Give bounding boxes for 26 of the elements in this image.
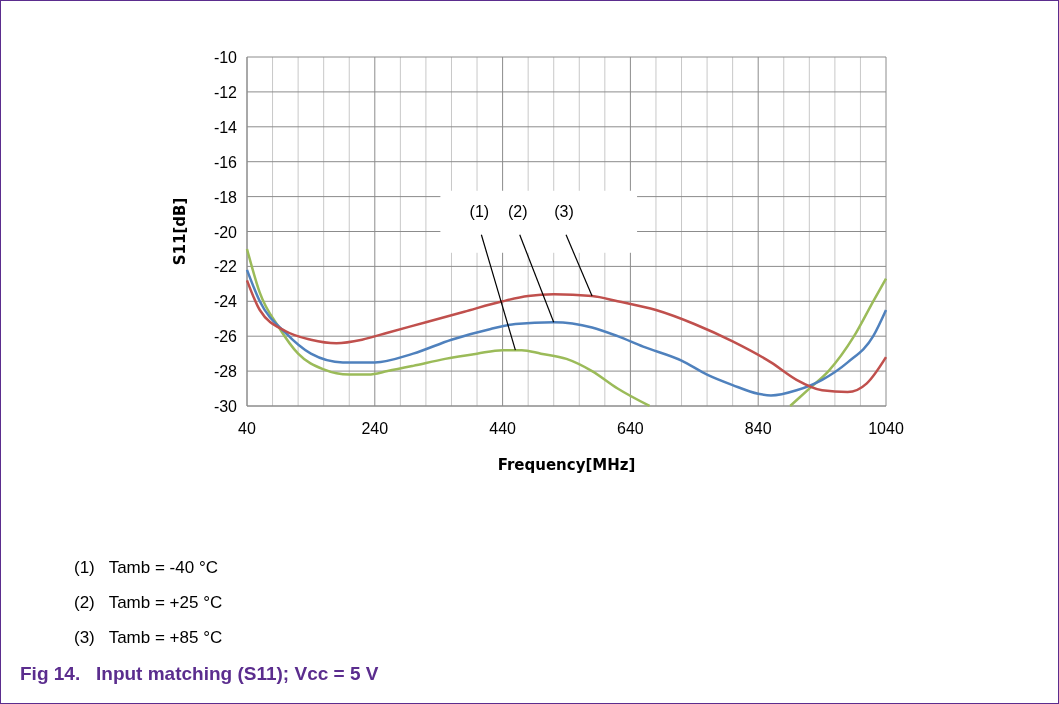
- y-tick-label: -12: [213, 83, 238, 101]
- y-tick-label: -16: [213, 153, 238, 171]
- y-tick-label: -28: [213, 363, 238, 381]
- x-axis-title: Frequency[MHz]: [497, 456, 636, 474]
- y-tick-label: -20: [213, 223, 238, 241]
- y-tick-label: -10: [213, 49, 238, 66]
- x-tick-label: 40: [238, 420, 256, 437]
- x-tick-label: 440: [489, 420, 517, 437]
- annotation: (3): [554, 202, 574, 220]
- text: (2) Tamb = +25 °C: [74, 593, 223, 612]
- y-tick-label: -22: [213, 258, 238, 276]
- text: Fig 14. Input matching (S11); Vcc = 5 V: [20, 663, 379, 684]
- y-tick-label: -30: [213, 398, 238, 415]
- y-tick-label: -18: [213, 188, 238, 206]
- x-tick-label: 640: [617, 420, 644, 437]
- text: (1) Tamb = -40 °C: [74, 558, 218, 577]
- y-axis-title: S11[dB]: [171, 197, 189, 266]
- annotation: (2): [507, 202, 528, 220]
- x-tick-label: 240: [361, 420, 389, 437]
- y-tick-label: -14: [213, 118, 238, 136]
- x-tick-label: 840: [744, 420, 772, 437]
- x-tick-label: 1040: [868, 420, 904, 437]
- text: (3) Tamb = +85 °C: [74, 628, 223, 647]
- annotation: (1): [469, 202, 490, 220]
- y-tick-label: -24: [213, 293, 238, 311]
- y-tick-label: -26: [213, 328, 238, 346]
